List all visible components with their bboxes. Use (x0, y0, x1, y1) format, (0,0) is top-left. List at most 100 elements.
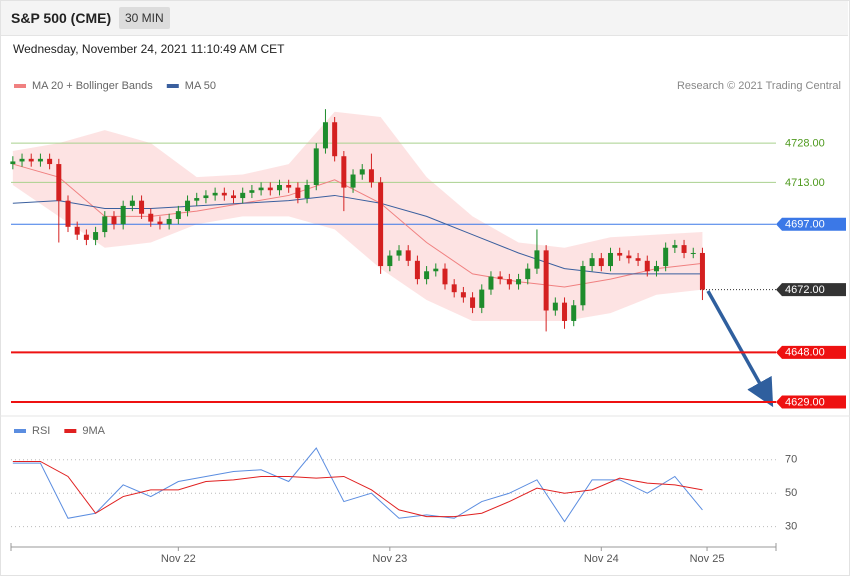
indicator-line (12, 460, 703, 518)
legend-swatch (166, 84, 179, 88)
credit: Research © 2021 Trading Central (677, 80, 841, 92)
legend-label: MA 20 + Bollinger Bands (32, 80, 153, 92)
candle-body (295, 187, 301, 199)
price-level-label: 4728.00 (785, 138, 825, 150)
x-tick-label: Nov 22 (161, 553, 196, 565)
candle-body (276, 184, 282, 191)
candle-body (681, 245, 687, 253)
price-level-label: 4629.00 (785, 396, 825, 408)
legend-label: MA 50 (185, 80, 216, 92)
candle-body (166, 218, 172, 225)
candle-body (102, 216, 108, 233)
interval-button[interactable]: 30 MIN (119, 7, 170, 29)
candle-body (424, 271, 430, 280)
candle-body (562, 302, 568, 321)
candle-body (617, 252, 623, 256)
candle-body (28, 158, 34, 162)
candle-body (442, 268, 448, 285)
price-level-tag (776, 217, 846, 231)
candle-body (405, 250, 411, 261)
candle-body (341, 156, 347, 188)
candle-body (212, 192, 218, 196)
candle-body (37, 158, 43, 162)
candle-body (313, 148, 319, 185)
price-level-label: 4672.00 (785, 284, 825, 296)
candle-body (506, 279, 512, 285)
x-tick-label: Nov 24 (584, 553, 619, 565)
candle-body (699, 252, 705, 290)
candle-body (589, 258, 595, 267)
candle-body (111, 216, 117, 225)
moving-average (12, 194, 703, 275)
candle-body (231, 195, 237, 199)
candle-body (350, 174, 356, 188)
header-bar: S&P 500 (CME) 30 MIN (0, 0, 848, 36)
candle-body (221, 192, 227, 196)
candle-body (460, 292, 466, 298)
candle-body (10, 161, 16, 165)
price-level-tag (776, 283, 846, 297)
candle-body (571, 305, 577, 321)
candle-body (249, 190, 255, 193)
legend-label: 9MA (82, 425, 105, 437)
candle-body (185, 200, 191, 212)
candle-body (644, 260, 650, 272)
candle-body (387, 255, 393, 267)
forecast-arrow (706, 290, 774, 408)
candle-body (414, 260, 420, 280)
candle-body (672, 245, 678, 248)
legend-label: RSI (32, 425, 50, 437)
candle-body (139, 200, 145, 214)
candle-body (368, 169, 374, 183)
y-tick-label: 30 (785, 521, 797, 533)
candle-body (93, 232, 99, 240)
candle-body (451, 284, 457, 293)
candle-body (194, 198, 200, 201)
candle-body (488, 276, 494, 290)
candle-body (663, 247, 669, 267)
candle-body (479, 289, 485, 308)
candle-body (580, 266, 586, 306)
candle-body (240, 192, 246, 199)
candle-body (543, 250, 549, 311)
candle-body (83, 234, 89, 240)
price-level-label: 4713.00 (785, 177, 825, 189)
candle-body (322, 122, 328, 149)
y-tick-label: 70 (785, 454, 797, 466)
candle-body (65, 200, 71, 227)
candle-body (148, 213, 154, 222)
instrument-title: S&P 500 (CME) (11, 10, 112, 26)
candle-body (19, 158, 25, 162)
candle-body (598, 258, 604, 267)
price-level-label: 4697.00 (785, 219, 825, 231)
candle-body (56, 164, 62, 201)
candle-body (74, 226, 80, 235)
candle-body (47, 158, 53, 165)
indicator-line (12, 447, 703, 523)
x-tick-label: Nov 23 (372, 553, 407, 565)
candle-body (129, 200, 135, 206)
moving-average (12, 163, 703, 288)
candle-body (304, 184, 310, 199)
legend-swatch (64, 429, 77, 433)
x-tick-label: Nov 25 (690, 553, 725, 565)
candle-body (175, 211, 181, 219)
candle-body (332, 122, 338, 157)
candle-body (653, 266, 659, 272)
candle-body (359, 169, 365, 175)
candle-body (534, 250, 540, 269)
candle-body (690, 252, 696, 254)
candle-body (470, 297, 476, 308)
price-level-tag (776, 345, 846, 359)
legend-swatch (14, 84, 26, 88)
candle-body (516, 279, 522, 285)
candle-body (433, 268, 439, 272)
candle-body (378, 182, 384, 267)
candle-body (497, 276, 503, 280)
price-level-label: 4648.00 (785, 347, 825, 359)
candle-body (626, 255, 632, 259)
y-tick-label: 50 (785, 487, 797, 499)
candle-body (258, 187, 264, 191)
